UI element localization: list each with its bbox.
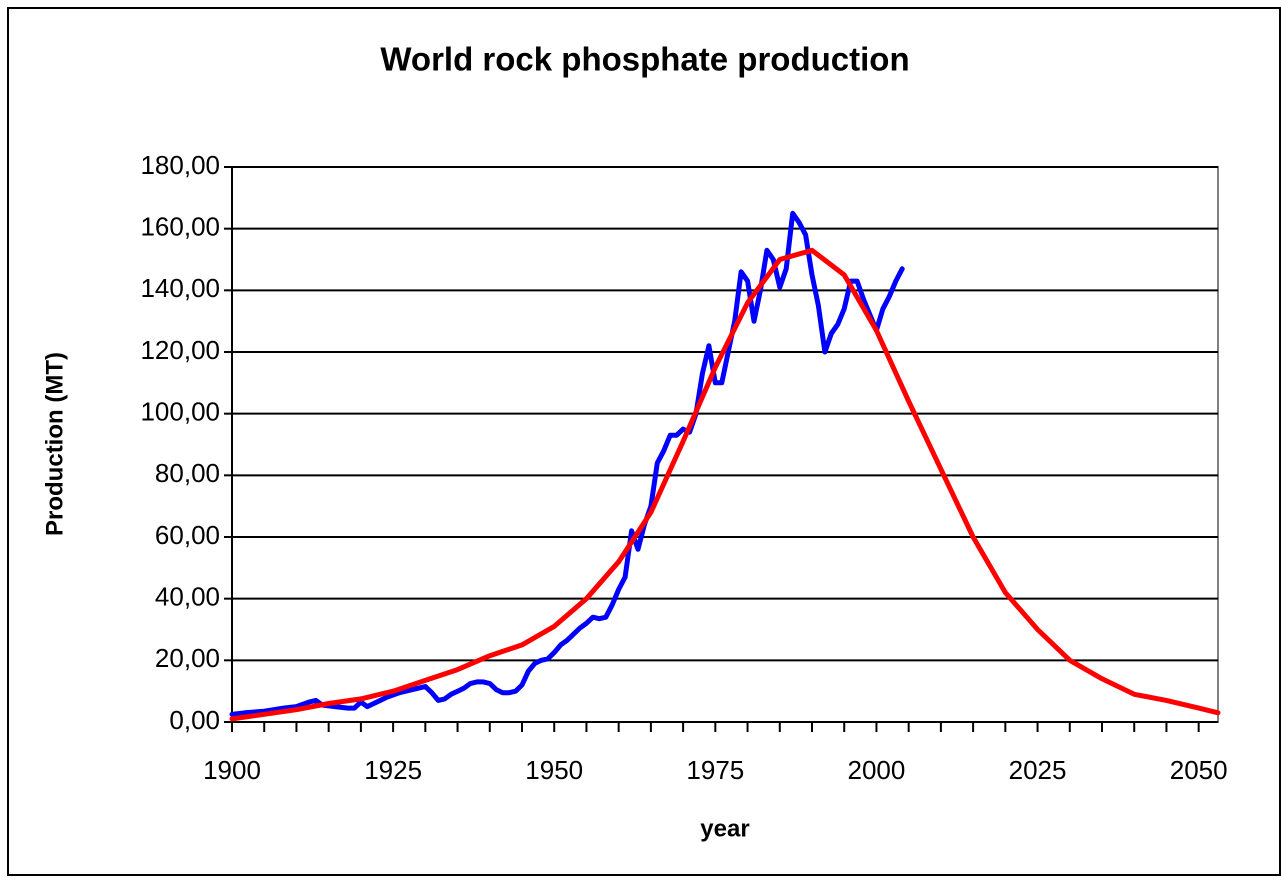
y-tick-label: 40,00 [155,582,220,612]
series-line [229,210,905,717]
y-tick-label: 160,00 [140,212,220,242]
y-tick-label: 180,00 [140,150,220,180]
x-tick-label: 2000 [848,755,906,785]
x-tick-label: 1925 [364,755,422,785]
y-tick-label: 20,00 [155,643,220,673]
y-tick-label: 80,00 [155,458,220,488]
x-tick-label: 2050 [1170,755,1228,785]
y-tick-label: 100,00 [140,397,220,427]
x-tick-label: 1950 [525,755,583,785]
y-tick-label: 140,00 [140,273,220,303]
x-axis-label: year [700,815,749,842]
x-tick-label: 2025 [1009,755,1067,785]
chart-title: World rock phosphate production [380,41,909,78]
y-tick-label: 60,00 [155,520,220,550]
x-tick-label: 1900 [203,755,261,785]
plot-area [231,166,1219,723]
y-tick-label: 120,00 [140,335,220,365]
series-line [229,247,1221,722]
y-axis-label: Production (MT) [41,352,68,536]
y-tick-label: 0,00 [169,705,220,735]
x-tick-label: 1975 [686,755,744,785]
